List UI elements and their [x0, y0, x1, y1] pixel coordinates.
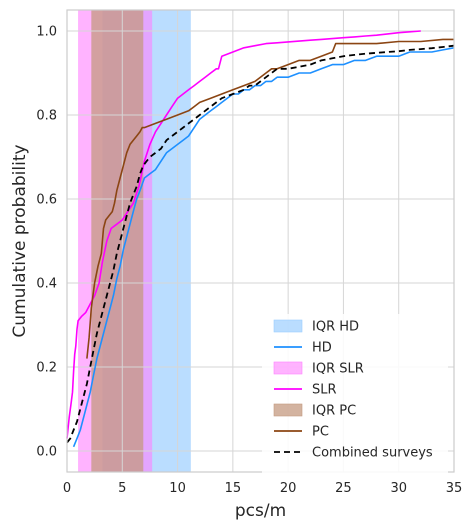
x-tick-label: 5	[118, 481, 126, 496]
series-line-hd	[72, 47, 455, 448]
legend-swatch	[273, 403, 303, 417]
legend-item-slr: SLR	[274, 383, 337, 398]
series-line-pc	[86, 38, 454, 359]
x-tick-label: 10	[169, 481, 186, 496]
x-tick-label: 25	[335, 481, 352, 496]
legend-label: SLR	[312, 383, 337, 398]
y-tick-label: 0.4	[36, 277, 57, 292]
band-iqr-pc	[91, 10, 144, 472]
legend-item-combined-surveys: Combined surveys	[274, 446, 433, 461]
y-tick-label: 1.0	[36, 25, 57, 40]
legend-label: Combined surveys	[312, 446, 433, 461]
y-axis-title: Cumulative probability	[10, 144, 30, 337]
series-line-slr	[66, 30, 421, 439]
series-lines	[66, 30, 455, 448]
legend-item-pc: PC	[274, 425, 329, 440]
legend-item-iqr-pc: IQR PC	[273, 403, 356, 419]
legend-item-iqr-hd: IQR HD	[273, 319, 359, 335]
legend-label: HD	[312, 341, 332, 356]
plot-frame	[66, 9, 455, 473]
y-tick-labels: 0.0 0.2 0.4 0.6 0.8 1.0	[36, 25, 57, 460]
y-tick-label: 0.0	[36, 445, 57, 460]
y-tick-label: 0.8	[36, 109, 57, 124]
legend: IQR HD HD IQR SLR SLR IQR PC PC Combined surve…	[262, 314, 448, 473]
plot-border	[66, 9, 455, 473]
legend-swatch	[273, 319, 303, 333]
x-tick-label: 30	[390, 481, 407, 496]
legend-swatch	[273, 361, 303, 375]
legend-item-iqr-slr: IQR SLR	[273, 361, 364, 377]
legend-label: IQR HD	[312, 320, 359, 335]
x-tick-label: 35	[446, 481, 463, 496]
y-tick-label: 0.2	[36, 361, 57, 376]
legend-item-hd: HD	[274, 341, 332, 356]
x-tick-labels: 0 5 10 15 20 25 30 35	[63, 481, 462, 496]
legend-box	[262, 314, 448, 473]
y-tick-label: 0.6	[36, 193, 57, 208]
series-line-combined-surveys	[66, 44, 455, 444]
x-tick-label: 15	[225, 481, 242, 496]
iqr-bands	[78, 10, 191, 472]
legend-label: IQR PC	[312, 404, 356, 419]
x-axis-title: pcs/m	[235, 501, 286, 521]
x-tick-label: 20	[280, 481, 297, 496]
legend-label: IQR SLR	[312, 362, 364, 377]
x-tick-label: 0	[63, 481, 71, 496]
legend-label: PC	[312, 425, 329, 440]
